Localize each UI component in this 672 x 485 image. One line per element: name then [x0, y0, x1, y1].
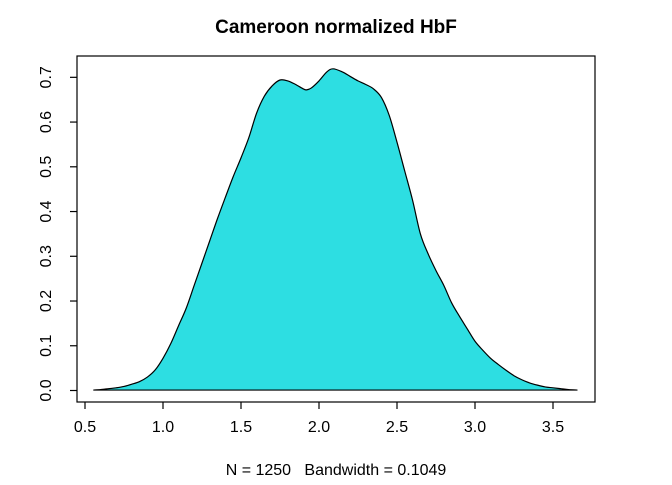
y-tick-label: 0.1 — [38, 335, 55, 357]
y-tick-label: 0.5 — [38, 156, 55, 178]
y-axis: 0.0 0.1 0.2 0.3 0.4 0.5 0.6 0.7 — [38, 66, 77, 402]
x-axis: 0.5 1.0 1.5 2.0 2.5 3.0 3.5 — [74, 402, 564, 436]
x-tick-label: 1.0 — [152, 419, 174, 436]
chart-title: Cameroon normalized HbF — [215, 17, 457, 38]
x-tick-label: 2.5 — [386, 419, 408, 436]
plot-border-box — [76, 55, 596, 403]
x-tick-label: 3.0 — [464, 419, 486, 436]
x-tick-label: 2.0 — [308, 419, 330, 436]
y-tick-label: 0.0 — [38, 379, 55, 401]
y-tick-label: 0.7 — [38, 66, 55, 88]
y-tick-label: 0.2 — [38, 290, 55, 312]
x-tick-label: 0.5 — [74, 419, 96, 436]
x-tick-label: 1.5 — [230, 419, 252, 436]
y-tick-label: 0.4 — [38, 200, 55, 222]
density-curve-area — [93, 68, 578, 391]
y-tick-label: 0.6 — [38, 111, 55, 133]
x-axis-label: N = 1250 Bandwidth = 0.1049 — [226, 462, 447, 479]
y-tick-label: 0.3 — [38, 245, 55, 267]
x-tick-label: 3.5 — [542, 419, 564, 436]
